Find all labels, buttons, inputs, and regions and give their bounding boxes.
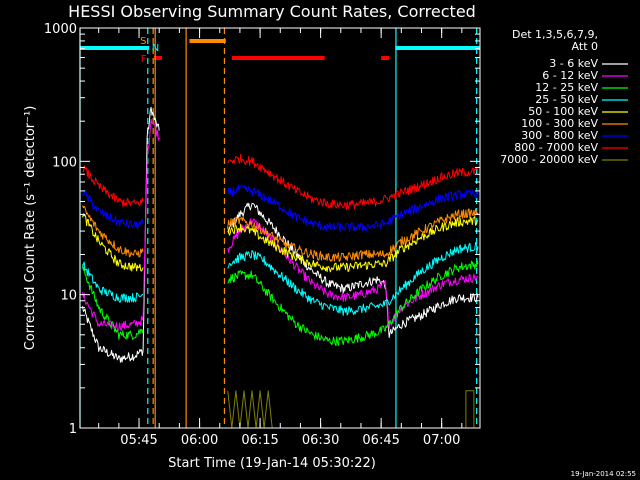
legend-entry-label: 25 - 50 keV xyxy=(535,93,598,106)
series-line xyxy=(227,153,479,210)
observing-bands xyxy=(79,28,480,428)
legend-entry-label: 7000 - 20000 keV xyxy=(500,153,598,166)
series-line xyxy=(227,390,273,429)
series-line xyxy=(82,205,144,258)
marker-s-label: S xyxy=(140,36,146,47)
series-800-7000-kev xyxy=(82,153,479,210)
footer-timestamp: 19-Jan-2014 02:55 xyxy=(571,470,636,478)
series-line xyxy=(227,241,479,316)
y-tick-label: 1000 xyxy=(44,22,77,37)
series-line xyxy=(82,264,144,340)
series-line xyxy=(227,218,479,330)
series-line xyxy=(82,118,160,331)
legend-entry-label: 12 - 25 keV xyxy=(535,81,598,94)
series-12-25-kev xyxy=(82,260,479,347)
legend-entry-label: 3 - 6 keV xyxy=(549,57,598,70)
series-layer xyxy=(82,106,479,429)
series-line xyxy=(227,216,479,273)
x-tick-label: 05:45 xyxy=(120,433,157,448)
series-7000-20000-kev xyxy=(227,390,475,429)
series-line xyxy=(227,208,479,262)
series-line xyxy=(227,184,479,233)
series-50-100-kev xyxy=(82,213,479,273)
series-6-12-kev xyxy=(82,118,479,331)
legend-entry-label: 50 - 100 keV xyxy=(528,105,598,118)
series-line xyxy=(465,390,475,428)
legend-entry-label: 300 - 800 keV xyxy=(521,129,598,142)
legend-entry-label: 6 - 12 keV xyxy=(542,69,598,82)
series-line xyxy=(227,260,479,347)
series-25-50-kev xyxy=(82,241,479,316)
series-line xyxy=(82,190,144,230)
marker-n-label: N xyxy=(152,43,159,54)
x-tick-label: 07:00 xyxy=(423,433,460,448)
x-axis-label: Start Time (19-Jan-14 05:30:22) xyxy=(168,456,376,471)
x-tick-label: 06:00 xyxy=(181,433,218,448)
series-line xyxy=(227,202,479,339)
legend-header-line: Det 1,3,5,6,7,9, xyxy=(512,28,598,41)
legend-header-line: Att 0 xyxy=(572,40,598,53)
legend-entry-label: 100 - 300 keV xyxy=(521,117,598,130)
series-300-800-kev xyxy=(82,184,479,233)
chart-title: HESSI Observing Summary Count Rates, Cor… xyxy=(68,2,476,21)
x-tick-label: 06:15 xyxy=(241,433,278,448)
y-tick-label: 10 xyxy=(60,289,77,304)
x-axis: 05:45 06:00 06:15 06:30 06:45 07:00 xyxy=(98,28,463,448)
legend-entry-label: 800 - 7000 keV xyxy=(514,141,598,154)
series-100-300-kev xyxy=(82,205,479,262)
series-line xyxy=(82,261,144,303)
x-tick-label: 06:30 xyxy=(302,433,339,448)
series-line xyxy=(82,165,144,207)
series-line xyxy=(82,213,144,272)
y-axis-label: Corrected Count Rate (s⁻¹ detector⁻¹) xyxy=(23,106,38,351)
marker-f-label: F xyxy=(141,54,147,65)
state-markers: SNF xyxy=(140,36,159,65)
y-axis: 1 10 100 1000 xyxy=(44,22,480,437)
x-tick-label: 06:45 xyxy=(362,433,399,448)
y-tick-label: 1 xyxy=(69,422,77,437)
y-tick-label: 100 xyxy=(52,155,77,170)
